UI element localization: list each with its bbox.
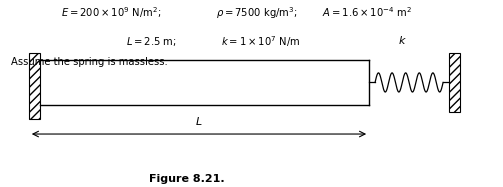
Bar — [449, 53, 460, 112]
Text: Figure 8.21.: Figure 8.21. — [149, 174, 224, 184]
Text: $k = 1\times 10^7\ \mathrm{N/m}$: $k = 1\times 10^7\ \mathrm{N/m}$ — [221, 35, 301, 49]
Bar — [29, 53, 40, 119]
Text: $E = 200\times 10^9\ \mathrm{N/m^2}$;: $E = 200\times 10^9\ \mathrm{N/m^2}$; — [61, 5, 162, 20]
Text: $\rho = 7500\ \mathrm{kg/m^3}$;: $\rho = 7500\ \mathrm{kg/m^3}$; — [216, 5, 298, 21]
Text: k: k — [398, 36, 405, 46]
Text: $A = 1.6\times 10^{-4}\ \mathrm{m^2}$: $A = 1.6\times 10^{-4}\ \mathrm{m^2}$ — [321, 5, 411, 19]
Text: Assume the spring is massless.: Assume the spring is massless. — [12, 57, 168, 67]
Text: L: L — [196, 117, 202, 127]
Text: $L = 2.5\ \mathrm{m}$;: $L = 2.5\ \mathrm{m}$; — [126, 35, 178, 47]
